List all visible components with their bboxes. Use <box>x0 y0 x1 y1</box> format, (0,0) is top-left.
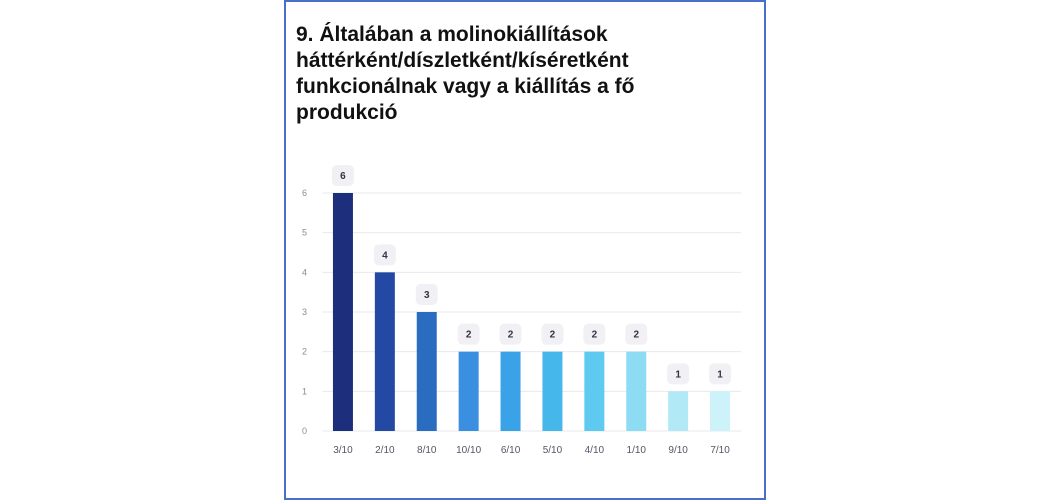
data-label: 2 <box>466 330 472 341</box>
data-label-badge <box>331 165 354 186</box>
x-tick-label: 9/10 <box>668 445 688 456</box>
y-tick-label: 6 <box>302 188 307 198</box>
bar <box>584 351 605 431</box>
x-tick-label: 10/10 <box>456 445 481 456</box>
bar <box>500 351 521 431</box>
chart-card: 9. Általában a molinokiállítások háttérk… <box>284 0 766 500</box>
data-label-badge <box>457 323 480 345</box>
data-label: 2 <box>633 330 639 341</box>
x-tick-label: 3/10 <box>333 445 353 456</box>
bar <box>626 351 647 431</box>
data-label-badge <box>667 363 690 385</box>
data-label: 4 <box>382 250 388 261</box>
x-tick-label: 1/10 <box>627 445 647 456</box>
data-label: 1 <box>675 369 681 380</box>
chart-title: 9. Általában a molinokiállítások háttérk… <box>296 23 635 124</box>
data-label: 2 <box>508 330 514 341</box>
bar <box>332 193 353 431</box>
data-label: 2 <box>592 330 598 341</box>
x-tick-label: 8/10 <box>417 445 437 456</box>
x-tick-label: 6/10 <box>501 445 521 456</box>
y-tick-label: 5 <box>302 228 307 238</box>
bar <box>416 312 437 431</box>
data-label: 3 <box>424 290 430 301</box>
bar <box>458 351 479 431</box>
bar <box>710 391 731 431</box>
bar-chart: 0 1 2 3 4 5 6 6 3/10 4 2/10 3 8/10 2 10/10 2 6/10 2 5/10 2 4… <box>302 165 741 456</box>
y-tick-label: 2 <box>302 347 307 357</box>
data-label: 2 <box>550 330 556 341</box>
data-label-badge <box>541 323 564 345</box>
data-label-badge <box>373 244 396 266</box>
data-label-badge <box>625 323 648 345</box>
data-label-badge <box>583 323 606 345</box>
x-tick-label: 4/10 <box>585 445 605 456</box>
y-tick-label: 1 <box>302 386 307 396</box>
x-tick-label: 2/10 <box>375 445 395 456</box>
y-tick-label: 3 <box>302 307 307 317</box>
x-tick-label: 5/10 <box>543 445 563 456</box>
x-tick-label: 7/10 <box>710 445 730 456</box>
bar <box>668 391 689 431</box>
data-label-badge <box>499 323 522 345</box>
data-label-badge <box>709 363 732 385</box>
y-tick-label: 4 <box>302 267 307 277</box>
y-tick-label: 0 <box>302 426 307 436</box>
data-label: 1 <box>717 369 723 380</box>
data-label: 6 <box>340 171 346 182</box>
data-label-badge <box>415 284 438 305</box>
bar <box>542 351 563 431</box>
bar <box>374 272 395 431</box>
